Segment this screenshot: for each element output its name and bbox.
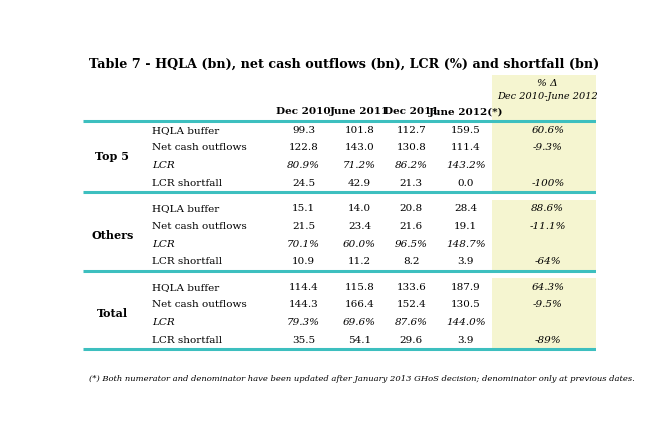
Text: HQLA buffer: HQLA buffer (152, 204, 220, 213)
Text: % Δ: % Δ (538, 79, 558, 88)
Text: 152.4: 152.4 (397, 301, 426, 310)
Text: Dec 2010: Dec 2010 (276, 107, 331, 116)
Text: LCR shortfall: LCR shortfall (152, 257, 222, 266)
Bar (492, 121, 596, 192)
Bar (492, 200, 596, 271)
Text: LCR: LCR (152, 318, 175, 327)
Text: 143.2%: 143.2% (446, 161, 485, 170)
Text: 21.6: 21.6 (400, 222, 423, 231)
Text: 114.4: 114.4 (289, 283, 318, 292)
Bar (492, 75, 596, 120)
Text: 166.4: 166.4 (344, 301, 374, 310)
Text: 101.8: 101.8 (344, 126, 374, 135)
Text: June 2011: June 2011 (330, 107, 389, 116)
Text: 159.5: 159.5 (451, 126, 481, 135)
Text: 144.3: 144.3 (289, 301, 318, 310)
Text: 99.3: 99.3 (292, 126, 315, 135)
Text: 88.6%: 88.6% (531, 204, 564, 213)
Text: 0.0: 0.0 (457, 179, 474, 188)
Text: Table 7 - HQLA (bn), net cash outflows (bn), LCR (%) and shortfall (bn): Table 7 - HQLA (bn), net cash outflows (… (89, 58, 599, 71)
Text: 29.6: 29.6 (400, 336, 423, 345)
Text: 79.3%: 79.3% (287, 318, 320, 327)
Text: 122.8: 122.8 (289, 143, 318, 152)
Text: (*) Both numerator and denominator have been updated after January 2013 GHoS dec: (*) Both numerator and denominator have … (89, 375, 635, 383)
Text: Net cash outflows: Net cash outflows (152, 301, 247, 310)
Text: LCR shortfall: LCR shortfall (152, 179, 222, 188)
Text: 15.1: 15.1 (292, 204, 315, 213)
Text: 130.8: 130.8 (397, 143, 426, 152)
Text: 8.2: 8.2 (403, 257, 420, 266)
Text: 87.6%: 87.6% (395, 318, 428, 327)
Text: LCR shortfall: LCR shortfall (152, 336, 222, 345)
Text: -11.1%: -11.1% (530, 222, 566, 231)
Text: 20.8: 20.8 (400, 204, 423, 213)
Text: 21.3: 21.3 (400, 179, 423, 188)
Text: Dec 2011: Dec 2011 (384, 107, 439, 116)
Text: 28.4: 28.4 (454, 204, 477, 213)
Text: Dec 2010-June 2012: Dec 2010-June 2012 (497, 92, 598, 101)
Text: 19.1: 19.1 (454, 222, 477, 231)
Text: -9.3%: -9.3% (533, 143, 563, 152)
Text: Total: Total (97, 308, 128, 319)
Text: 24.5: 24.5 (292, 179, 315, 188)
Text: LCR: LCR (152, 161, 175, 170)
Text: 23.4: 23.4 (348, 222, 371, 231)
Text: 111.4: 111.4 (451, 143, 481, 152)
Text: HQLA buffer: HQLA buffer (152, 126, 220, 135)
Text: 11.2: 11.2 (348, 257, 371, 266)
Text: 130.5: 130.5 (451, 301, 481, 310)
Text: 71.2%: 71.2% (343, 161, 376, 170)
Text: 42.9: 42.9 (348, 179, 371, 188)
Text: Net cash outflows: Net cash outflows (152, 222, 247, 231)
Text: 96.5%: 96.5% (395, 239, 428, 249)
Text: 3.9: 3.9 (457, 257, 474, 266)
Text: 115.8: 115.8 (344, 283, 374, 292)
Text: 60.0%: 60.0% (343, 239, 376, 249)
Text: HQLA buffer: HQLA buffer (152, 283, 220, 292)
Text: 70.1%: 70.1% (287, 239, 320, 249)
Text: 187.9: 187.9 (451, 283, 481, 292)
Text: 35.5: 35.5 (292, 336, 315, 345)
Text: 69.6%: 69.6% (343, 318, 376, 327)
Text: 112.7: 112.7 (397, 126, 426, 135)
Text: 54.1: 54.1 (348, 336, 371, 345)
Text: 21.5: 21.5 (292, 222, 315, 231)
Text: 144.0%: 144.0% (446, 318, 485, 327)
Text: 14.0: 14.0 (348, 204, 371, 213)
Bar (492, 278, 596, 349)
Text: LCR: LCR (152, 239, 175, 249)
Text: 80.9%: 80.9% (287, 161, 320, 170)
Text: June 2012(*): June 2012(*) (428, 107, 503, 116)
Text: Others: Others (91, 230, 133, 241)
Text: 133.6: 133.6 (397, 283, 426, 292)
Text: -9.5%: -9.5% (533, 301, 563, 310)
Text: -100%: -100% (531, 179, 565, 188)
Text: 3.9: 3.9 (457, 336, 474, 345)
Text: Top 5: Top 5 (95, 151, 129, 162)
Text: 148.7%: 148.7% (446, 239, 485, 249)
Text: -89%: -89% (534, 336, 561, 345)
Text: 143.0: 143.0 (344, 143, 374, 152)
Text: 86.2%: 86.2% (395, 161, 428, 170)
Text: Net cash outflows: Net cash outflows (152, 143, 247, 152)
Text: 60.6%: 60.6% (531, 126, 564, 135)
Text: 64.3%: 64.3% (531, 283, 564, 292)
Text: -64%: -64% (534, 257, 561, 266)
Text: 10.9: 10.9 (292, 257, 315, 266)
